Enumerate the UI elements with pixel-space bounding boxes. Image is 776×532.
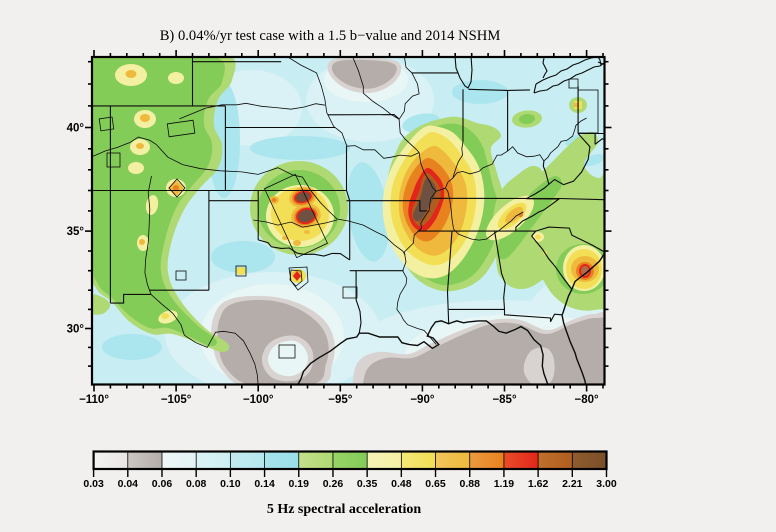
- svg-text:0.35: 0.35: [357, 478, 378, 490]
- svg-text:B) 0.04%/yr test case with a 1: B) 0.04%/yr test case with a 1.5 b−value…: [160, 28, 501, 44]
- svg-text:0.04: 0.04: [118, 478, 139, 490]
- svg-text:0.06: 0.06: [152, 478, 173, 490]
- svg-text:−95°: −95°: [328, 394, 353, 406]
- svg-text:1.19: 1.19: [494, 478, 515, 490]
- svg-text:0.08: 0.08: [186, 478, 207, 490]
- svg-text:0.65: 0.65: [425, 478, 446, 490]
- svg-text:1.62: 1.62: [528, 478, 549, 490]
- svg-text:0.19: 0.19: [289, 478, 310, 490]
- svg-text:0.10: 0.10: [220, 478, 241, 490]
- svg-text:0.88: 0.88: [460, 478, 481, 490]
- svg-text:5 Hz spectral acceleration: 5 Hz spectral acceleration: [267, 502, 422, 517]
- svg-text:3.00: 3.00: [596, 478, 617, 490]
- svg-text:−80°: −80°: [575, 394, 600, 406]
- svg-text:40°: 40°: [67, 123, 85, 135]
- svg-text:2.21: 2.21: [562, 478, 583, 490]
- svg-text:−110°: −110°: [79, 394, 109, 406]
- svg-text:−90°: −90°: [410, 394, 435, 406]
- svg-text:0.48: 0.48: [391, 478, 412, 490]
- svg-text:−85°: −85°: [492, 394, 517, 406]
- svg-text:0.03: 0.03: [83, 478, 104, 490]
- svg-text:35°: 35°: [67, 226, 85, 238]
- svg-text:−105°: −105°: [161, 394, 192, 406]
- svg-text:0.26: 0.26: [323, 478, 344, 490]
- svg-text:0.14: 0.14: [254, 478, 275, 490]
- svg-text:30°: 30°: [67, 324, 85, 336]
- svg-text:−100°: −100°: [243, 394, 274, 406]
